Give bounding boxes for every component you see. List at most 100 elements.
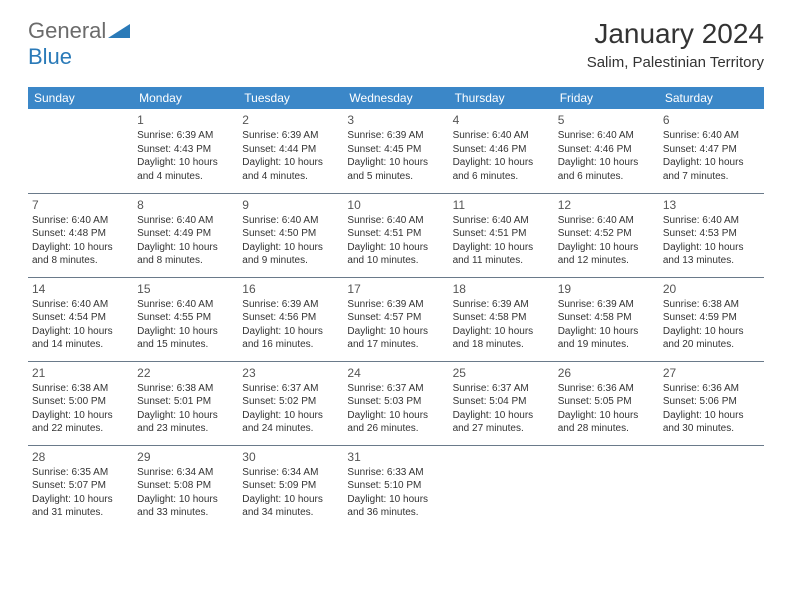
calendar-day-cell (28, 109, 133, 193)
calendar-day-cell: 5Sunrise: 6:40 AM Sunset: 4:46 PM Daylig… (554, 109, 659, 193)
day-detail: Sunrise: 6:40 AM Sunset: 4:51 PM Dayligh… (347, 214, 444, 268)
day-detail: Sunrise: 6:40 AM Sunset: 4:50 PM Dayligh… (242, 214, 339, 268)
day-number: 25 (453, 365, 550, 381)
day-detail: Sunrise: 6:40 AM Sunset: 4:53 PM Dayligh… (663, 214, 760, 268)
day-number: 19 (558, 281, 655, 297)
day-number: 14 (32, 281, 129, 297)
calendar-day-cell: 20Sunrise: 6:38 AM Sunset: 4:59 PM Dayli… (659, 277, 764, 361)
day-detail: Sunrise: 6:40 AM Sunset: 4:48 PM Dayligh… (32, 214, 129, 268)
day-number: 12 (558, 197, 655, 213)
calendar-day-cell: 27Sunrise: 6:36 AM Sunset: 5:06 PM Dayli… (659, 361, 764, 445)
day-detail: Sunrise: 6:39 AM Sunset: 4:58 PM Dayligh… (558, 298, 655, 352)
title-location: Salim, Palestinian Territory (587, 54, 764, 71)
day-number: 5 (558, 112, 655, 128)
day-number: 20 (663, 281, 760, 297)
day-detail: Sunrise: 6:40 AM Sunset: 4:49 PM Dayligh… (137, 214, 234, 268)
day-detail: Sunrise: 6:33 AM Sunset: 5:10 PM Dayligh… (347, 466, 444, 520)
day-number: 26 (558, 365, 655, 381)
day-number: 11 (453, 197, 550, 213)
day-number: 23 (242, 365, 339, 381)
day-detail: Sunrise: 6:39 AM Sunset: 4:56 PM Dayligh… (242, 298, 339, 352)
calendar-day-cell (449, 445, 554, 529)
day-detail: Sunrise: 6:40 AM Sunset: 4:55 PM Dayligh… (137, 298, 234, 352)
day-number: 9 (242, 197, 339, 213)
calendar-day-cell: 29Sunrise: 6:34 AM Sunset: 5:08 PM Dayli… (133, 445, 238, 529)
day-detail: Sunrise: 6:36 AM Sunset: 5:05 PM Dayligh… (558, 382, 655, 436)
title-block: January 2024 Salim, Palestinian Territor… (587, 18, 764, 71)
day-number: 28 (32, 449, 129, 465)
day-detail: Sunrise: 6:40 AM Sunset: 4:47 PM Dayligh… (663, 129, 760, 183)
day-detail: Sunrise: 6:38 AM Sunset: 5:00 PM Dayligh… (32, 382, 129, 436)
day-number: 13 (663, 197, 760, 213)
logo-triangle-icon (108, 24, 130, 43)
day-number: 29 (137, 449, 234, 465)
day-header: Thursday (449, 87, 554, 109)
calendar-day-cell: 3Sunrise: 6:39 AM Sunset: 4:45 PM Daylig… (343, 109, 448, 193)
calendar-day-cell: 2Sunrise: 6:39 AM Sunset: 4:44 PM Daylig… (238, 109, 343, 193)
day-detail: Sunrise: 6:39 AM Sunset: 4:44 PM Dayligh… (242, 129, 339, 183)
calendar-day-cell: 18Sunrise: 6:39 AM Sunset: 4:58 PM Dayli… (449, 277, 554, 361)
day-header: Saturday (659, 87, 764, 109)
calendar-day-cell: 1Sunrise: 6:39 AM Sunset: 4:43 PM Daylig… (133, 109, 238, 193)
calendar-day-cell: 31Sunrise: 6:33 AM Sunset: 5:10 PM Dayli… (343, 445, 448, 529)
day-detail: Sunrise: 6:37 AM Sunset: 5:02 PM Dayligh… (242, 382, 339, 436)
day-header: Tuesday (238, 87, 343, 109)
day-number: 18 (453, 281, 550, 297)
day-detail: Sunrise: 6:40 AM Sunset: 4:46 PM Dayligh… (558, 129, 655, 183)
calendar-day-cell (659, 445, 764, 529)
calendar-week-row: 7Sunrise: 6:40 AM Sunset: 4:48 PM Daylig… (28, 193, 764, 277)
day-number: 17 (347, 281, 444, 297)
day-number: 6 (663, 112, 760, 128)
calendar-day-cell: 8Sunrise: 6:40 AM Sunset: 4:49 PM Daylig… (133, 193, 238, 277)
calendar-day-cell: 9Sunrise: 6:40 AM Sunset: 4:50 PM Daylig… (238, 193, 343, 277)
day-detail: Sunrise: 6:36 AM Sunset: 5:06 PM Dayligh… (663, 382, 760, 436)
day-number: 21 (32, 365, 129, 381)
day-detail: Sunrise: 6:37 AM Sunset: 5:04 PM Dayligh… (453, 382, 550, 436)
day-detail: Sunrise: 6:37 AM Sunset: 5:03 PM Dayligh… (347, 382, 444, 436)
day-detail: Sunrise: 6:38 AM Sunset: 5:01 PM Dayligh… (137, 382, 234, 436)
day-number: 3 (347, 112, 444, 128)
logo-word-blue: Blue (28, 44, 72, 69)
day-number: 15 (137, 281, 234, 297)
day-detail: Sunrise: 6:34 AM Sunset: 5:08 PM Dayligh… (137, 466, 234, 520)
day-number: 8 (137, 197, 234, 213)
day-detail: Sunrise: 6:39 AM Sunset: 4:45 PM Dayligh… (347, 129, 444, 183)
day-number: 31 (347, 449, 444, 465)
day-detail: Sunrise: 6:38 AM Sunset: 4:59 PM Dayligh… (663, 298, 760, 352)
calendar-day-cell: 19Sunrise: 6:39 AM Sunset: 4:58 PM Dayli… (554, 277, 659, 361)
day-number: 24 (347, 365, 444, 381)
calendar-week-row: 14Sunrise: 6:40 AM Sunset: 4:54 PM Dayli… (28, 277, 764, 361)
day-number: 10 (347, 197, 444, 213)
calendar-week-row: 28Sunrise: 6:35 AM Sunset: 5:07 PM Dayli… (28, 445, 764, 529)
day-header-row: Sunday Monday Tuesday Wednesday Thursday… (28, 87, 764, 109)
day-detail: Sunrise: 6:39 AM Sunset: 4:43 PM Dayligh… (137, 129, 234, 183)
day-number: 4 (453, 112, 550, 128)
day-detail: Sunrise: 6:39 AM Sunset: 4:58 PM Dayligh… (453, 298, 550, 352)
calendar-day-cell: 24Sunrise: 6:37 AM Sunset: 5:03 PM Dayli… (343, 361, 448, 445)
calendar-day-cell: 11Sunrise: 6:40 AM Sunset: 4:51 PM Dayli… (449, 193, 554, 277)
calendar-day-cell (554, 445, 659, 529)
title-month: January 2024 (587, 18, 764, 50)
calendar-day-cell: 15Sunrise: 6:40 AM Sunset: 4:55 PM Dayli… (133, 277, 238, 361)
day-number: 22 (137, 365, 234, 381)
calendar-day-cell: 6Sunrise: 6:40 AM Sunset: 4:47 PM Daylig… (659, 109, 764, 193)
day-number: 27 (663, 365, 760, 381)
day-header: Wednesday (343, 87, 448, 109)
calendar-day-cell: 28Sunrise: 6:35 AM Sunset: 5:07 PM Dayli… (28, 445, 133, 529)
calendar-table: Sunday Monday Tuesday Wednesday Thursday… (28, 87, 764, 529)
calendar-week-row: 21Sunrise: 6:38 AM Sunset: 5:00 PM Dayli… (28, 361, 764, 445)
day-header: Monday (133, 87, 238, 109)
day-number: 1 (137, 112, 234, 128)
day-detail: Sunrise: 6:39 AM Sunset: 4:57 PM Dayligh… (347, 298, 444, 352)
header: General Blue January 2024 Salim, Palesti… (0, 0, 792, 79)
day-detail: Sunrise: 6:34 AM Sunset: 5:09 PM Dayligh… (242, 466, 339, 520)
calendar-week-row: 1Sunrise: 6:39 AM Sunset: 4:43 PM Daylig… (28, 109, 764, 193)
calendar-day-cell: 13Sunrise: 6:40 AM Sunset: 4:53 PM Dayli… (659, 193, 764, 277)
day-detail: Sunrise: 6:35 AM Sunset: 5:07 PM Dayligh… (32, 466, 129, 520)
day-detail: Sunrise: 6:40 AM Sunset: 4:51 PM Dayligh… (453, 214, 550, 268)
logo-word-general: General (28, 18, 106, 43)
day-detail: Sunrise: 6:40 AM Sunset: 4:54 PM Dayligh… (32, 298, 129, 352)
calendar-day-cell: 16Sunrise: 6:39 AM Sunset: 4:56 PM Dayli… (238, 277, 343, 361)
calendar-day-cell: 14Sunrise: 6:40 AM Sunset: 4:54 PM Dayli… (28, 277, 133, 361)
day-number: 30 (242, 449, 339, 465)
